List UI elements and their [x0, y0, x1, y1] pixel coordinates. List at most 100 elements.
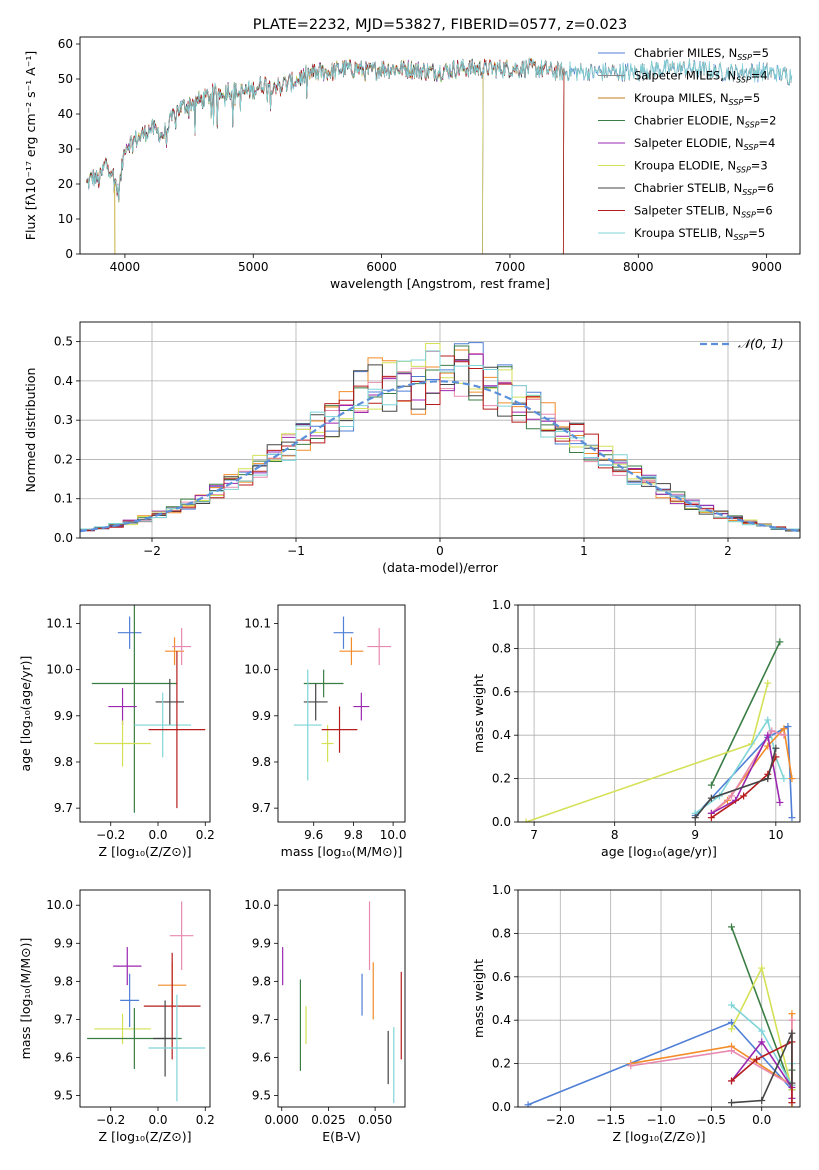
- data-point: [321, 706, 358, 753]
- x-tick-label: 10: [768, 828, 783, 842]
- axes-frame: [79, 321, 801, 539]
- legend-label: Chabrier STELIB, NSSP=6: [634, 181, 774, 197]
- weight-marker: [764, 716, 772, 724]
- y-tick-label: 9.9: [252, 936, 271, 950]
- y-tick-label: 9.7: [54, 1012, 73, 1026]
- data-point: [94, 1013, 151, 1045]
- data-point: [113, 947, 142, 986]
- weight-line: [525, 682, 769, 822]
- data-point: [303, 669, 344, 698]
- weight-marker: [728, 1001, 736, 1009]
- axes-frame: [277, 604, 406, 823]
- weight-marker: [788, 814, 796, 822]
- y-tick-label: 9.8: [252, 755, 271, 769]
- weight-line: [710, 641, 781, 786]
- plot-area: [91, 605, 206, 813]
- x-tick-label: 0.025: [311, 1113, 345, 1127]
- weight-marker: [758, 1027, 766, 1035]
- weight-marker: [784, 723, 792, 731]
- x-tick-label: 0.000: [265, 1113, 299, 1127]
- data-point: [94, 720, 151, 767]
- weight-marker: [776, 638, 784, 646]
- legend-label: Salpeter ELODIE, NSSP=4: [634, 136, 775, 152]
- y-tick-label: 9.9: [54, 936, 73, 950]
- chart-age-vs-mass: 9.6 9.8 10.0 9.7 9.8 9.9 10.0 10.1 mass [log₁₀(M…: [244, 604, 407, 859]
- x-tick-label: 9.6: [304, 828, 323, 842]
- x-tick-label: 0.2: [196, 1113, 215, 1127]
- data-point: [333, 616, 354, 649]
- y-tick-label: 0.8: [492, 641, 511, 655]
- x-tick-label: −1.0: [646, 1113, 675, 1127]
- y-tick-label: 0.2: [492, 772, 511, 786]
- x-tick-label: −0.5: [697, 1113, 726, 1127]
- plot-area: [87, 901, 206, 1102]
- y-tick-label: 0.4: [492, 1013, 511, 1027]
- chart-age-vs-Z: −0.2 0.0 0.2 9.7 9.8 9.9 10.0 10.1 Z [log₁₀(Z/Z⊙…: [18, 604, 215, 859]
- weight-marker: [728, 1025, 736, 1033]
- data-point: [148, 994, 206, 1102]
- x-tick-label: 6000: [366, 260, 397, 274]
- weight-marker: [758, 1096, 766, 1104]
- y-tick-label: 0.1: [54, 492, 73, 506]
- weight-marker: [728, 792, 736, 800]
- spectrum-line: [86, 57, 793, 201]
- y-tick-label: 0.8: [492, 926, 511, 940]
- x-tick-label: 8000: [623, 260, 654, 274]
- gaussian-curve: [80, 380, 800, 533]
- chart-residuals: −2 −1 0 1 2 0.0 0.1 0.2 0.3 0.4 0.5 (data-model)/er…: [23, 321, 801, 575]
- data-point: [169, 901, 194, 970]
- legend-label: Chabrier ELODIE, NSSP=2: [634, 114, 776, 130]
- weight-marker: [728, 1018, 736, 1026]
- y-tick-label: 0.2: [54, 452, 73, 466]
- y-tick-label: 9.8: [54, 755, 73, 769]
- y-axis-label: age [log₁₀(age/yr)]: [18, 656, 33, 772]
- data-point: [153, 1000, 177, 1077]
- spectrum-line: [86, 58, 484, 254]
- x-tick-label: 10.0: [380, 828, 407, 842]
- data-point: [353, 692, 370, 721]
- x-tick-label: 1: [580, 544, 588, 558]
- plot-area: [522, 638, 796, 822]
- data-point: [108, 688, 137, 726]
- weight-marker: [627, 1062, 635, 1070]
- chart-spectrum: 4000 5000 6000 7000 8000 9000 0 10 20 30 40 50 60 wav…: [23, 17, 801, 291]
- x-tick-label: 9: [691, 828, 699, 842]
- y-tick-label: 40: [58, 107, 73, 121]
- y-tick-label: 9.5: [54, 1089, 73, 1103]
- data-point: [321, 725, 334, 762]
- plot-area: [80, 342, 800, 538]
- weight-marker: [707, 814, 715, 822]
- y-axis-label: mass weight: [471, 959, 486, 1038]
- x-tick-label: −2: [143, 544, 161, 558]
- axes-frame: [79, 889, 211, 1108]
- y-tick-label: 9.7: [252, 801, 271, 815]
- plot-area: [524, 923, 796, 1107]
- weight-marker: [780, 731, 788, 739]
- y-tick-label: 9.6: [252, 1051, 271, 1065]
- data-point: [293, 669, 322, 781]
- plot-area: [293, 616, 392, 781]
- plot-area: [282, 901, 402, 1104]
- weight-marker: [707, 794, 715, 802]
- weight-marker: [788, 1010, 796, 1018]
- y-axis-label: Flux [fλ10⁻¹⁷ erg cm⁻² s⁻¹ A⁻¹]: [23, 51, 38, 240]
- x-tick-label: −2.0: [546, 1113, 575, 1127]
- chart-title: PLATE=2232, MJD=53827, FIBERID=0577, z=0…: [253, 17, 627, 33]
- y-tick-label: 9.9: [252, 709, 271, 723]
- y-tick-label: 0.2: [492, 1057, 511, 1071]
- x-tick-label: −1: [287, 544, 305, 558]
- y-tick-label: 10: [58, 212, 73, 226]
- axes-frame: [517, 889, 801, 1108]
- legend-label: Kroupa MILES, NSSP=5: [634, 91, 760, 107]
- plot-area: [86, 57, 793, 254]
- weight-marker: [764, 679, 772, 687]
- x-tick-label: −0.2: [96, 828, 125, 842]
- weight-line: [694, 747, 777, 819]
- legend-label: Kroupa STELIB, NSSP=5: [634, 226, 765, 242]
- y-tick-label: 0.5: [54, 335, 73, 349]
- x-tick-label: −1.5: [596, 1113, 625, 1127]
- data-point: [143, 952, 201, 1060]
- y-tick-label: 10.1: [46, 616, 73, 630]
- data-point: [134, 692, 192, 758]
